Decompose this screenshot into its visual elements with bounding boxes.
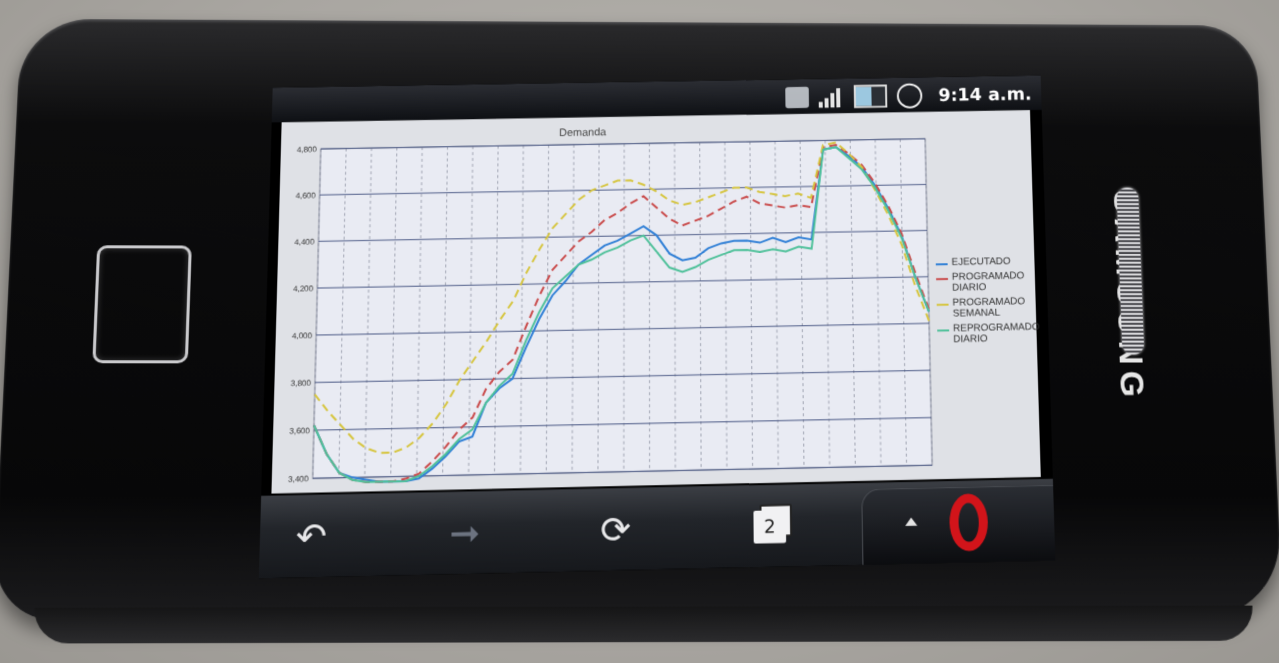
legend-label: EJECUTADO xyxy=(951,256,1011,268)
phone-screen: 9:14 a.m. Demanda 3,400 3,600 3,800 4,000 4,… xyxy=(258,75,1056,579)
legend-item: PROGRAMADO SEMANAL xyxy=(936,296,1037,320)
legend-item: REPROGRAMADO DIARIO xyxy=(937,321,1040,346)
y-tick-label: 4,400 xyxy=(294,237,315,246)
reload-icon: ⟳ xyxy=(600,508,631,552)
legend-label: PROGRAMADO DIARIO xyxy=(951,270,1025,294)
y-tick-label: 4,000 xyxy=(292,331,313,340)
browser-toolbar: ↶ ➞ ⟳ 2 xyxy=(258,478,1056,579)
battery-icon xyxy=(854,84,888,109)
phone-body: SAMSUNG 9:14 a.m. Demanda 3,4003,6003,80… xyxy=(0,18,1279,644)
y-tick-label: 4,600 xyxy=(296,191,317,200)
signal-icon xyxy=(819,86,845,108)
caret-up-icon xyxy=(905,517,918,526)
opera-menu-button[interactable] xyxy=(861,484,1056,566)
opera-logo-icon xyxy=(948,493,989,552)
legend-swatch xyxy=(936,277,948,281)
forward-arrow-icon: ➞ xyxy=(449,512,481,556)
y-tick-label: 3,600 xyxy=(289,426,310,436)
plot-area xyxy=(313,139,932,479)
status-time: 9:14 a.m. xyxy=(938,83,1032,106)
home-button[interactable] xyxy=(92,245,192,364)
legend-swatch xyxy=(935,263,948,266)
tabs-button[interactable]: 2 xyxy=(739,503,800,551)
y-tick-label: 3,400 xyxy=(288,474,309,484)
line-chart: 3,400 3,600 3,800 4,000 4,200 4,400 4,600 4,800 xyxy=(288,110,1040,493)
alarm-icon xyxy=(897,83,923,109)
reload-button[interactable]: ⟳ xyxy=(585,506,646,555)
legend-swatch xyxy=(937,329,950,332)
chart-container: Demanda 3,400 3,600 3,800 4,000 4,200 4,400 4,… xyxy=(271,110,1041,494)
y-tick-label: 4,200 xyxy=(293,284,314,293)
legend-label: REPROGRAMADO DIARIO xyxy=(952,321,1040,346)
y-tick-label: 3,800 xyxy=(291,378,312,388)
legend-item: EJECUTADO xyxy=(935,256,1035,269)
zoom-back-icon: ↶ xyxy=(295,515,328,559)
chart-legend: EJECUTADO PROGRAMADO DIARIO PROGRAMADO SEM… xyxy=(935,256,1040,350)
y-tick-label: 4,800 xyxy=(297,145,318,154)
phone-edge xyxy=(32,605,1255,644)
legend-swatch xyxy=(936,303,949,306)
zoom-out-back-button[interactable]: ↶ xyxy=(280,513,343,562)
notification-icon xyxy=(785,86,810,109)
forward-button[interactable]: ➞ xyxy=(434,509,496,558)
legend-label: PROGRAMADO SEMANAL xyxy=(952,296,1026,320)
legend-item: PROGRAMADO DIARIO xyxy=(936,270,1035,294)
tabs-count: 2 xyxy=(753,510,787,544)
